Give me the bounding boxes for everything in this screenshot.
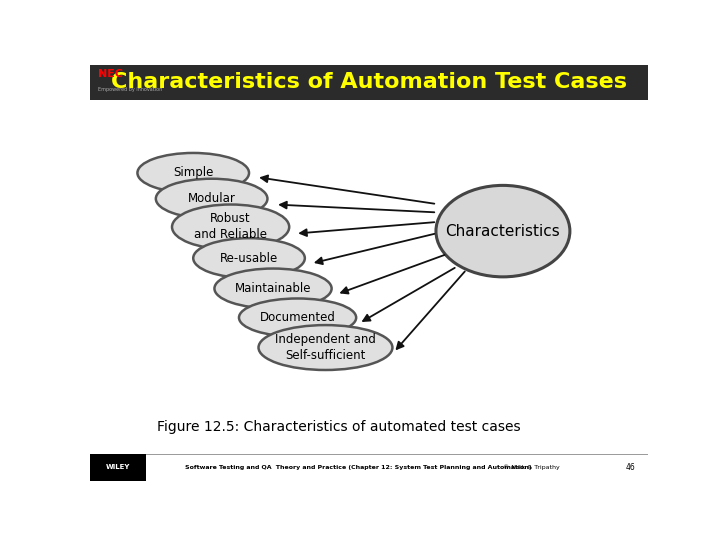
Text: Modular: Modular [188, 192, 235, 205]
Ellipse shape [138, 153, 249, 193]
Ellipse shape [239, 299, 356, 337]
Bar [90, 65, 648, 100]
Ellipse shape [156, 179, 267, 219]
Text: Robust
and Reliable: Robust and Reliable [194, 212, 267, 241]
Text: Software Testing and QA  Theory and Practice (Chapter 12: System Test Planning a: Software Testing and QA Theory and Pract… [185, 465, 531, 470]
Text: WILEY: WILEY [106, 464, 130, 470]
Text: Figure 12.5: Characteristics of automated test cases: Figure 12.5: Characteristics of automate… [157, 420, 521, 434]
Text: Characteristics: Characteristics [446, 224, 560, 239]
Text: Simple: Simple [173, 166, 213, 179]
Ellipse shape [436, 185, 570, 277]
Text: NEC: NEC [99, 69, 123, 79]
Text: © Naik & Tripathy: © Naik & Tripathy [503, 464, 559, 470]
Ellipse shape [258, 325, 392, 370]
Ellipse shape [172, 205, 289, 249]
Text: Re-usable: Re-usable [220, 252, 278, 265]
Text: Documented: Documented [260, 311, 336, 324]
Text: 46: 46 [626, 463, 636, 472]
Bar [90, 454, 145, 481]
Ellipse shape [193, 238, 305, 278]
Text: Independent and
Self-sufficient: Independent and Self-sufficient [275, 333, 376, 362]
Text: Empowered by innovation: Empowered by innovation [99, 87, 163, 92]
Text: Maintainable: Maintainable [235, 282, 311, 295]
Ellipse shape [215, 268, 332, 308]
Text: Characteristics of Automation Test Cases: Characteristics of Automation Test Cases [111, 72, 627, 92]
